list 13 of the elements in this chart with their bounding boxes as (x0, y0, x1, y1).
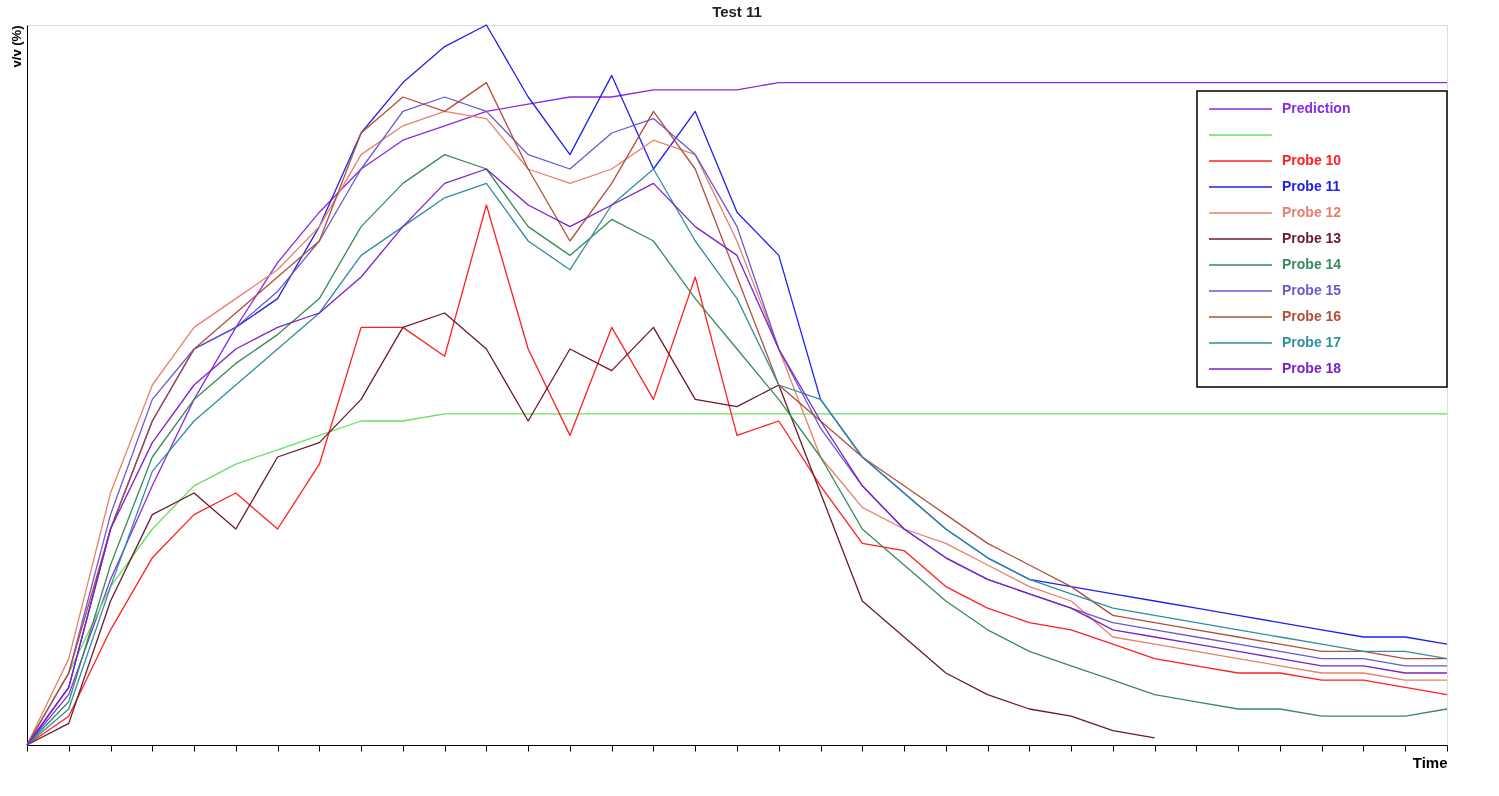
legend-label: Probe 11 (1282, 178, 1341, 194)
legend-label: Probe 12 (1282, 204, 1342, 220)
chart-title: Test 11 (712, 3, 762, 21)
x-axis-title: Time (1412, 754, 1448, 771)
legend-label: Probe 10 (1282, 152, 1342, 168)
legend-label: Probe 17 (1282, 334, 1342, 350)
legend-label: Probe 16 (1282, 308, 1342, 324)
legend-label: Probe 14 (1282, 256, 1342, 272)
y-axis-title: v/v (%) (8, 25, 24, 68)
legend-label: Probe 15 (1282, 282, 1342, 298)
legend-label: Prediction (1282, 100, 1351, 116)
legend-label: Probe 18 (1282, 360, 1342, 376)
legend-label: Probe 13 (1282, 230, 1342, 246)
